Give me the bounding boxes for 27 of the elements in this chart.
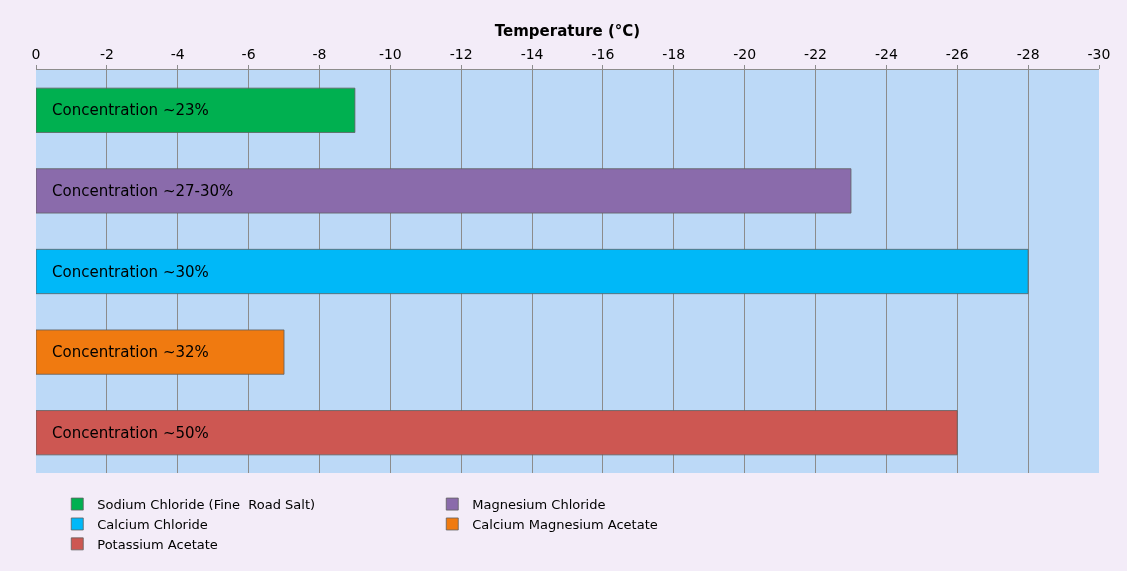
legend-label: Calcium Chloride bbox=[97, 517, 208, 533]
x-tick-label: -2 bbox=[99, 46, 114, 63]
annotation: Concentration ~30% bbox=[52, 263, 209, 281]
x-tick-label: -14 bbox=[520, 46, 544, 63]
legend-label: Sodium Chloride (Fine Road Salt) bbox=[97, 497, 316, 513]
x-tick-label: -26 bbox=[945, 46, 969, 63]
legend-label: Magnesium Chloride bbox=[472, 497, 606, 513]
annotation: Concentration ~50% bbox=[52, 424, 209, 442]
x-tick-label: -4 bbox=[170, 46, 185, 63]
x-tick-label: -24 bbox=[874, 46, 898, 63]
x-tick-label: -22 bbox=[804, 46, 827, 63]
x-tick-label: -20 bbox=[733, 46, 757, 63]
legend-label: Calcium Magnesium Acetate bbox=[472, 517, 658, 533]
x-tick-label: -18 bbox=[662, 46, 686, 63]
x-tick-label: -30 bbox=[1087, 46, 1111, 63]
x-tick-label: -16 bbox=[591, 46, 615, 63]
x-tick-label: -8 bbox=[312, 46, 327, 63]
x-tick-label: -6 bbox=[241, 46, 256, 63]
annotation: Concentration ~32% bbox=[52, 343, 209, 361]
x-axis-title: Temperature (°C) bbox=[494, 21, 641, 40]
x-tick-label: 0 bbox=[31, 46, 41, 63]
annotation: Concentration ~23% bbox=[52, 101, 209, 119]
x-tick-label: -28 bbox=[1016, 46, 1040, 63]
x-tick-label: -10 bbox=[378, 46, 402, 63]
annotation: Concentration ~27-30% bbox=[52, 182, 234, 200]
legend-label: Potassium Acetate bbox=[97, 536, 218, 552]
x-tick-label: -12 bbox=[449, 46, 473, 63]
